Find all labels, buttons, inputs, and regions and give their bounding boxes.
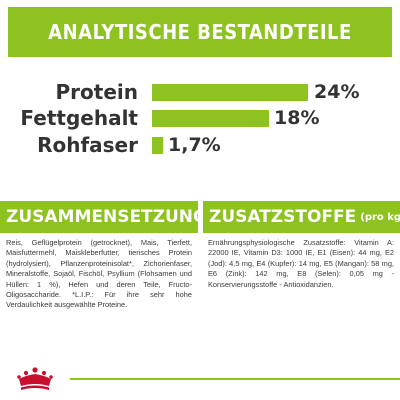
analysis-row-fat: Fettgehalt 18% <box>0 104 400 132</box>
composition-title: ZUSAMMENSETZUNG <box>6 207 198 227</box>
analysis-bar <box>152 110 269 127</box>
composition-header: ZUSAMMENSETZUNG <box>0 201 198 233</box>
analysis-bar <box>152 84 308 101</box>
footer-divider <box>70 378 400 380</box>
analysis-banner: ANALYTISCHE BESTANDTEILE <box>8 7 392 57</box>
analysis-value: 18% <box>274 107 320 129</box>
analysis-value: 24% <box>314 81 360 103</box>
analysis-label: Protein <box>55 80 138 104</box>
additives-unit: (pro kg) <box>360 211 400 223</box>
analysis-label: Fettgehalt <box>20 106 138 130</box>
crown-logo-icon <box>17 367 53 390</box>
analysis-label: Rohfaser <box>37 133 138 157</box>
additives-text: Ernährungsphysiologische Zusatzstoffe: V… <box>208 238 394 289</box>
additives-header: ZUSATZSTOFFE (pro kg) <box>203 201 400 233</box>
analysis-bar <box>152 137 163 154</box>
analysis-row-protein: Protein 24% <box>0 78 400 106</box>
composition-text: Reis, Geflügelprotein (getrocknet), Mais… <box>6 238 192 310</box>
analysis-title: ANALYTISCHE BESTANDTEILE <box>48 20 352 44</box>
additives-title: ZUSATZSTOFFE <box>209 207 357 227</box>
analysis-row-fiber: Rohfaser 1,7% <box>0 131 400 159</box>
analysis-value: 1,7% <box>168 134 221 156</box>
